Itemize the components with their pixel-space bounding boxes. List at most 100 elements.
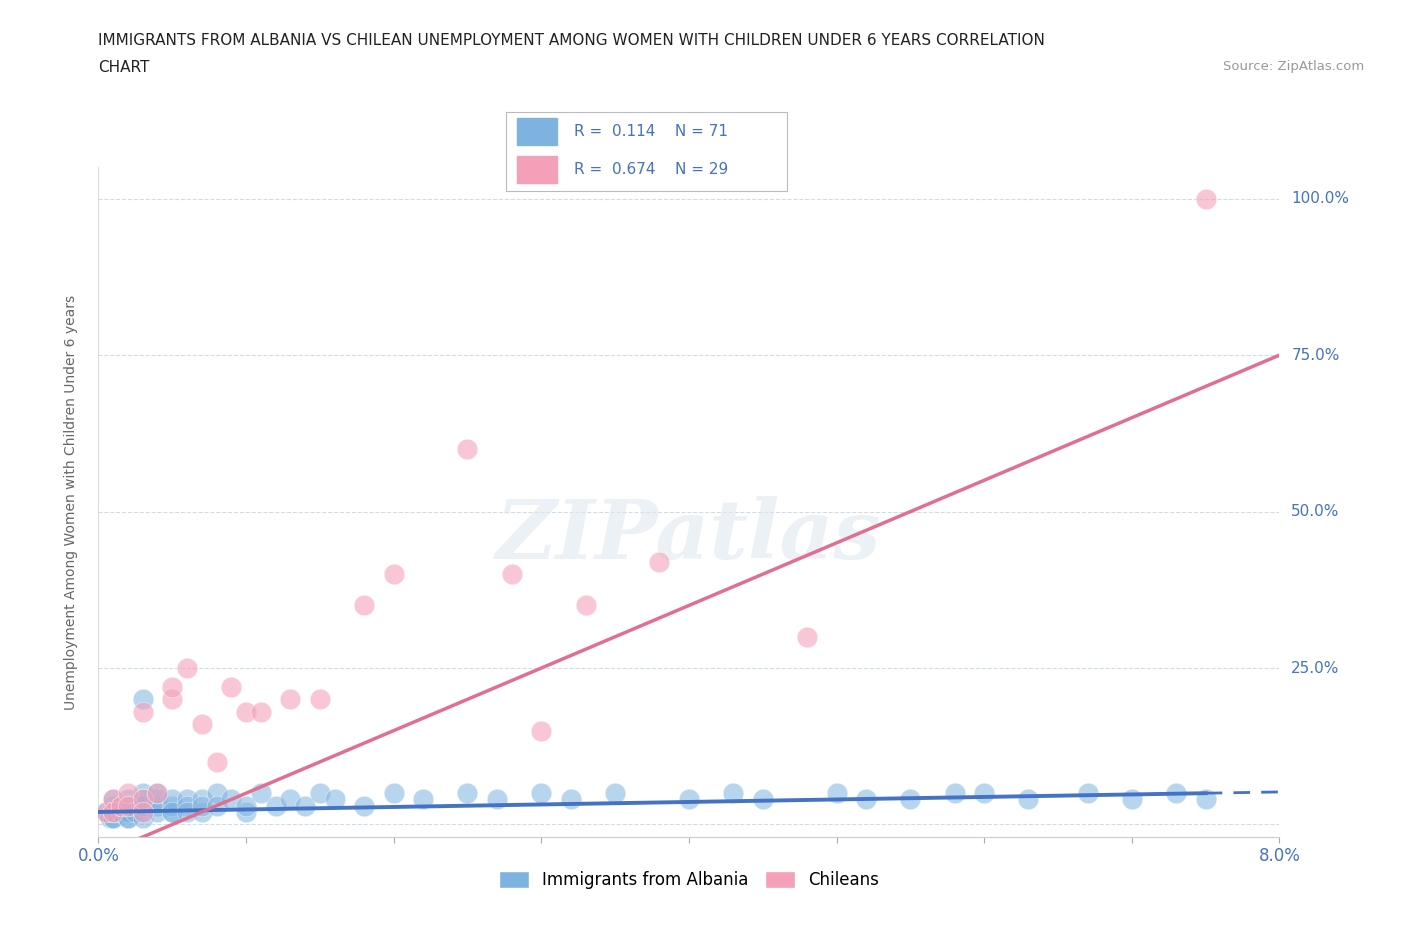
Point: [162, 804, 183, 819]
Point: [973, 786, 995, 801]
Point: [162, 692, 183, 707]
Point: [323, 792, 346, 807]
Point: [94, 804, 117, 819]
Point: [162, 680, 183, 695]
Point: [825, 786, 848, 801]
Point: [132, 798, 155, 813]
Point: [205, 786, 228, 801]
Text: 100.0%: 100.0%: [1291, 192, 1350, 206]
Point: [855, 792, 877, 807]
Point: [176, 792, 198, 807]
Text: 75.0%: 75.0%: [1291, 348, 1340, 363]
Point: [1077, 786, 1099, 801]
Point: [103, 811, 124, 826]
Point: [103, 804, 124, 819]
Point: [162, 792, 183, 807]
Point: [117, 798, 139, 813]
Point: [501, 566, 523, 581]
Point: [205, 754, 228, 769]
Point: [162, 804, 183, 819]
Point: [176, 798, 198, 813]
Point: [191, 804, 214, 819]
Point: [678, 792, 700, 807]
Point: [250, 786, 273, 801]
Point: [103, 792, 124, 807]
Point: [103, 811, 124, 826]
Point: [191, 792, 214, 807]
Text: CHART: CHART: [98, 60, 150, 75]
Point: [530, 724, 553, 738]
Point: [176, 804, 198, 819]
Point: [98, 811, 121, 826]
Point: [205, 798, 228, 813]
Point: [456, 786, 478, 801]
Point: [721, 786, 744, 801]
Point: [250, 704, 273, 719]
Point: [103, 804, 124, 819]
Point: [103, 798, 124, 813]
Point: [103, 792, 124, 807]
Point: [294, 798, 316, 813]
Point: [1121, 792, 1143, 807]
Text: R =  0.114    N = 71: R = 0.114 N = 71: [574, 124, 728, 139]
Point: [110, 798, 132, 813]
Point: [146, 804, 169, 819]
Point: [117, 804, 139, 819]
Point: [117, 798, 139, 813]
Point: [382, 786, 405, 801]
Point: [943, 786, 966, 801]
Point: [456, 442, 478, 457]
Legend: Immigrants from Albania, Chileans: Immigrants from Albania, Chileans: [492, 864, 886, 896]
Text: Source: ZipAtlas.com: Source: ZipAtlas.com: [1223, 60, 1364, 73]
Point: [1194, 792, 1216, 807]
Point: [132, 804, 155, 819]
Point: [235, 804, 257, 819]
Y-axis label: Unemployment Among Women with Children Under 6 years: Unemployment Among Women with Children U…: [63, 295, 77, 710]
Point: [412, 792, 434, 807]
Text: 25.0%: 25.0%: [1291, 660, 1340, 675]
Point: [117, 804, 139, 819]
Point: [382, 566, 405, 581]
Point: [117, 786, 139, 801]
Point: [132, 798, 155, 813]
Point: [235, 704, 257, 719]
Point: [353, 598, 375, 613]
Point: [1017, 792, 1039, 807]
Point: [353, 798, 375, 813]
Point: [94, 804, 117, 819]
Point: [264, 798, 287, 813]
Point: [278, 692, 301, 707]
Point: [146, 792, 169, 807]
Point: [751, 792, 773, 807]
Point: [132, 792, 155, 807]
Point: [176, 660, 198, 675]
Point: [117, 811, 139, 826]
Point: [191, 717, 214, 732]
Point: [574, 598, 596, 613]
Point: [1164, 786, 1187, 801]
FancyBboxPatch shape: [517, 118, 557, 145]
Point: [308, 786, 332, 801]
Point: [132, 786, 155, 801]
Text: R =  0.674    N = 29: R = 0.674 N = 29: [574, 162, 728, 177]
Point: [162, 798, 183, 813]
Point: [105, 804, 128, 819]
Point: [219, 680, 242, 695]
Point: [605, 786, 627, 801]
Point: [117, 811, 139, 826]
Point: [146, 786, 169, 801]
Text: IMMIGRANTS FROM ALBANIA VS CHILEAN UNEMPLOYMENT AMONG WOMEN WITH CHILDREN UNDER : IMMIGRANTS FROM ALBANIA VS CHILEAN UNEMP…: [98, 33, 1045, 47]
Point: [124, 804, 146, 819]
Point: [219, 792, 242, 807]
Point: [898, 792, 921, 807]
Point: [120, 798, 142, 813]
Point: [308, 692, 332, 707]
Point: [110, 798, 132, 813]
Point: [110, 804, 132, 819]
Text: ZIPatlas: ZIPatlas: [496, 496, 882, 576]
Point: [485, 792, 508, 807]
Point: [132, 704, 155, 719]
Point: [530, 786, 553, 801]
Text: 50.0%: 50.0%: [1291, 504, 1340, 519]
Point: [132, 692, 155, 707]
